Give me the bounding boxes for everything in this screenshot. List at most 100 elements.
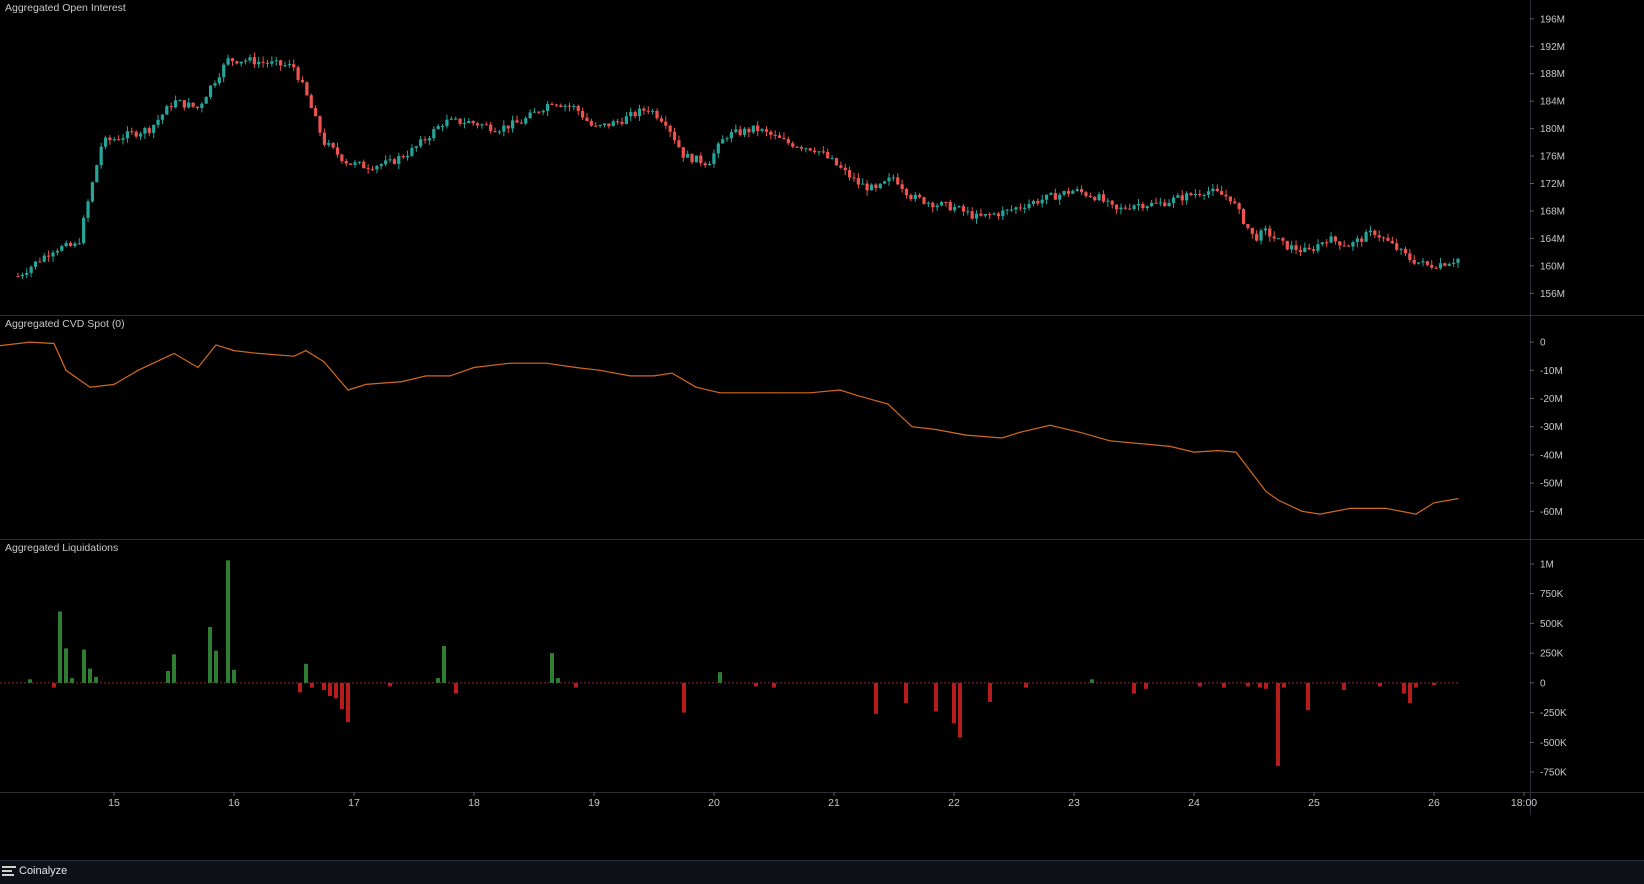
candle-body xyxy=(546,103,550,111)
candle-body xyxy=(554,104,558,106)
liq-short-bar xyxy=(904,682,908,704)
x-tick-label: 24 xyxy=(1188,797,1200,809)
candle-body xyxy=(340,154,344,162)
candle-body xyxy=(791,143,795,147)
cvd-point xyxy=(197,366,199,369)
candle-body xyxy=(843,167,847,171)
candle-body xyxy=(852,177,856,179)
candle-body xyxy=(410,148,414,156)
candle-body xyxy=(1158,202,1162,204)
liq-short-bar xyxy=(934,682,938,712)
candle-body xyxy=(370,169,375,171)
candle-body xyxy=(462,123,467,125)
cvd-point xyxy=(1139,442,1141,445)
liq-long-bar xyxy=(436,678,440,683)
candle-body xyxy=(16,276,20,278)
candle-body xyxy=(655,110,659,119)
x-tick-label: 16 xyxy=(228,797,240,809)
candle-body xyxy=(117,139,121,141)
candle-body xyxy=(904,188,909,196)
candle-body xyxy=(983,214,987,216)
candle-body xyxy=(1417,262,1421,264)
liq-long-bar xyxy=(718,672,722,683)
liq-long-bar xyxy=(1090,679,1094,683)
liq-short-bar xyxy=(52,682,56,688)
candle-body xyxy=(1377,235,1381,238)
y-tick-label: 156M xyxy=(1540,289,1565,300)
candle-body xyxy=(795,146,799,148)
candle-body xyxy=(187,102,191,108)
liq-short-bar xyxy=(754,682,758,687)
candle-body xyxy=(493,131,497,133)
candle-body xyxy=(664,121,668,126)
candle-body xyxy=(1119,207,1123,210)
candle-body xyxy=(327,143,331,145)
candle-body xyxy=(51,252,55,257)
candle-body xyxy=(918,194,922,198)
candle-body xyxy=(769,131,773,135)
candle-body xyxy=(1403,248,1408,254)
candle-body xyxy=(900,184,904,189)
liq-short-bar xyxy=(1024,682,1028,688)
candle-body xyxy=(594,125,598,127)
candle-body xyxy=(1053,193,1057,200)
candle-body xyxy=(760,129,764,131)
candle-body xyxy=(1163,202,1167,207)
candle-body xyxy=(1049,193,1053,195)
candle-body xyxy=(138,133,143,137)
candle-body xyxy=(1307,247,1311,250)
pane-title: Aggregated Open Interest xyxy=(5,2,126,14)
candle-body xyxy=(707,163,712,166)
menu-icon[interactable] xyxy=(2,866,16,876)
candle-body xyxy=(1106,200,1110,202)
y-tick-label: 184M xyxy=(1540,97,1565,108)
chart-canvas: Aggregated Open Interest 196M 192M 188M 184M… xyxy=(0,0,1644,815)
liq-short-bar xyxy=(388,682,392,687)
candle-body xyxy=(510,120,515,129)
candle-body xyxy=(1018,207,1022,209)
cvd-point xyxy=(365,383,367,385)
candle-body xyxy=(182,100,186,108)
candle-body xyxy=(1338,241,1342,246)
candle-body xyxy=(1390,240,1394,244)
candle-body xyxy=(721,139,725,144)
cvd-point xyxy=(137,369,139,371)
pane-title: Aggregated CVD Spot (0) xyxy=(5,318,125,330)
candle-body xyxy=(624,116,628,124)
candle-body xyxy=(1088,195,1092,198)
liq-long-bar xyxy=(208,626,212,683)
candle-body xyxy=(944,202,948,204)
cvd-point xyxy=(911,426,913,428)
brand-label: Coinalyze xyxy=(19,865,68,877)
candle-body xyxy=(712,153,716,164)
liq-short-bar xyxy=(322,682,326,691)
candle-body xyxy=(309,95,313,109)
liq-long-bar xyxy=(88,668,92,683)
candle-body xyxy=(633,112,637,117)
candle-body xyxy=(926,202,930,204)
candle-body xyxy=(86,201,90,218)
candle-body xyxy=(200,103,204,108)
candle-body xyxy=(988,214,992,216)
candle-body xyxy=(896,177,900,185)
liq-short-bar xyxy=(952,682,956,724)
liq-short-bar xyxy=(1402,682,1406,694)
candle-body xyxy=(178,100,182,102)
candle-body xyxy=(366,168,370,170)
cvd-point xyxy=(719,392,721,394)
cvd-point xyxy=(347,389,349,391)
x-tick-label: 22 xyxy=(948,797,960,809)
candle-body xyxy=(887,177,891,182)
candle-body xyxy=(826,152,830,159)
cvd-point xyxy=(257,352,259,354)
candle-body xyxy=(1115,204,1119,210)
cvd-point xyxy=(1109,440,1111,442)
brand[interactable]: Coinalyze xyxy=(2,865,67,877)
liq-short-bar xyxy=(1144,682,1148,689)
liq-long-bar xyxy=(172,654,176,683)
candle-body xyxy=(559,105,563,107)
candle-body xyxy=(519,122,523,124)
candle-body xyxy=(1215,188,1219,192)
candle-body xyxy=(620,121,624,124)
candle-body xyxy=(169,106,173,108)
